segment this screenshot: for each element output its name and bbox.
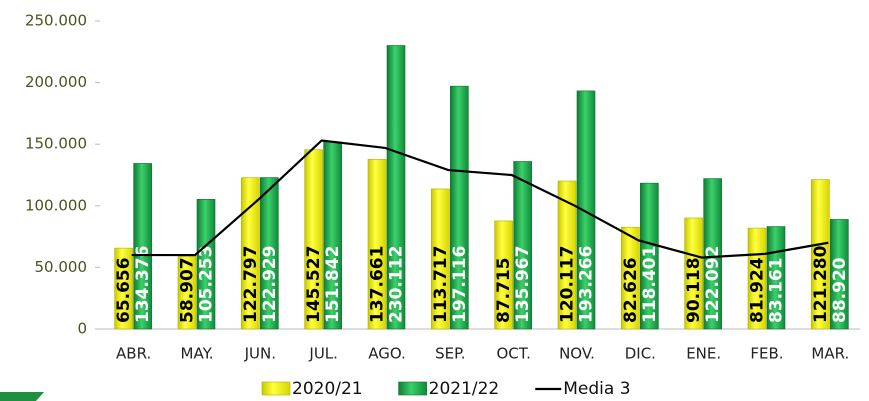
data-label: 134.376 bbox=[133, 246, 153, 323]
legend-label: 2021/22 bbox=[429, 379, 500, 399]
y-tick-label: 100.000 bbox=[25, 196, 87, 214]
x-tick-label: SEP. bbox=[435, 345, 465, 363]
y-tick-label: 0 bbox=[77, 320, 87, 338]
data-label: 90.118 bbox=[684, 257, 704, 323]
data-label: 65.656 bbox=[114, 257, 134, 323]
x-tick-label: FEB. bbox=[750, 345, 783, 363]
data-label: 122.092 bbox=[703, 246, 723, 323]
data-label: 118.401 bbox=[640, 246, 660, 323]
y-tick-label: 150.000 bbox=[25, 135, 87, 153]
y-tick-label: 250.000 bbox=[25, 12, 87, 30]
x-tick-label: NOV. bbox=[559, 345, 595, 363]
bar bbox=[177, 256, 197, 330]
x-tick-label: DIC. bbox=[625, 345, 656, 363]
data-label: 82.626 bbox=[621, 257, 641, 323]
bar bbox=[431, 188, 450, 330]
bar bbox=[811, 179, 830, 330]
bar bbox=[830, 219, 849, 330]
data-label: 197.116 bbox=[450, 246, 470, 323]
data-label: 105.253 bbox=[197, 246, 217, 323]
line-series bbox=[131, 139, 829, 259]
data-label: 121.280 bbox=[811, 245, 831, 323]
bar bbox=[557, 180, 577, 330]
bar bbox=[640, 182, 659, 330]
legend-label: Media 3 bbox=[563, 379, 630, 399]
bar bbox=[450, 85, 469, 330]
data-label: 120.117 bbox=[558, 246, 578, 323]
x-tick-label: MAR. bbox=[811, 345, 849, 363]
legend-swatch bbox=[398, 381, 427, 396]
data-label: 151.842 bbox=[323, 246, 343, 323]
x-tick-label: JUL. bbox=[308, 345, 338, 363]
data-label: 87.715 bbox=[494, 257, 514, 323]
decoration bbox=[0, 392, 44, 401]
bar bbox=[684, 217, 703, 330]
bar bbox=[260, 177, 279, 330]
bar bbox=[241, 177, 260, 330]
bar bbox=[133, 163, 152, 330]
data-label: 122.797 bbox=[241, 246, 261, 323]
data-label: 137.661 bbox=[368, 246, 388, 323]
bar bbox=[196, 199, 216, 330]
legend-label: 2020/21 bbox=[292, 379, 363, 399]
data-label: 135.967 bbox=[513, 246, 533, 323]
x-tick-label: ENE. bbox=[686, 345, 721, 363]
x-tick-label: OCT. bbox=[496, 345, 530, 363]
data-label: 193.266 bbox=[577, 246, 597, 323]
bar bbox=[386, 45, 406, 330]
data-label: 83.161 bbox=[767, 257, 787, 323]
bar bbox=[703, 178, 722, 330]
data-label: 145.527 bbox=[304, 246, 324, 323]
bar bbox=[367, 159, 387, 330]
data-label: 113.717 bbox=[431, 246, 451, 323]
x-tick-label: MAY. bbox=[181, 345, 214, 363]
x-tick-label: ABR. bbox=[116, 345, 151, 363]
y-tick-label: 50.000 bbox=[35, 258, 88, 276]
data-label: 122.929 bbox=[260, 246, 280, 323]
bar bbox=[304, 149, 323, 330]
x-tick-label: JUN. bbox=[244, 345, 276, 363]
data-label: 230.112 bbox=[387, 246, 407, 323]
data-label: 58.907 bbox=[178, 257, 198, 323]
bar bbox=[513, 161, 532, 330]
legend-swatch bbox=[261, 381, 291, 396]
bar bbox=[494, 220, 513, 330]
bar bbox=[576, 90, 596, 330]
bar bbox=[114, 247, 133, 330]
x-tick-label: AGO. bbox=[368, 345, 406, 363]
data-label: 88.920 bbox=[830, 257, 850, 323]
y-tick-label: 200.000 bbox=[25, 73, 87, 91]
bar bbox=[621, 226, 640, 330]
data-label: 81.924 bbox=[748, 257, 768, 323]
